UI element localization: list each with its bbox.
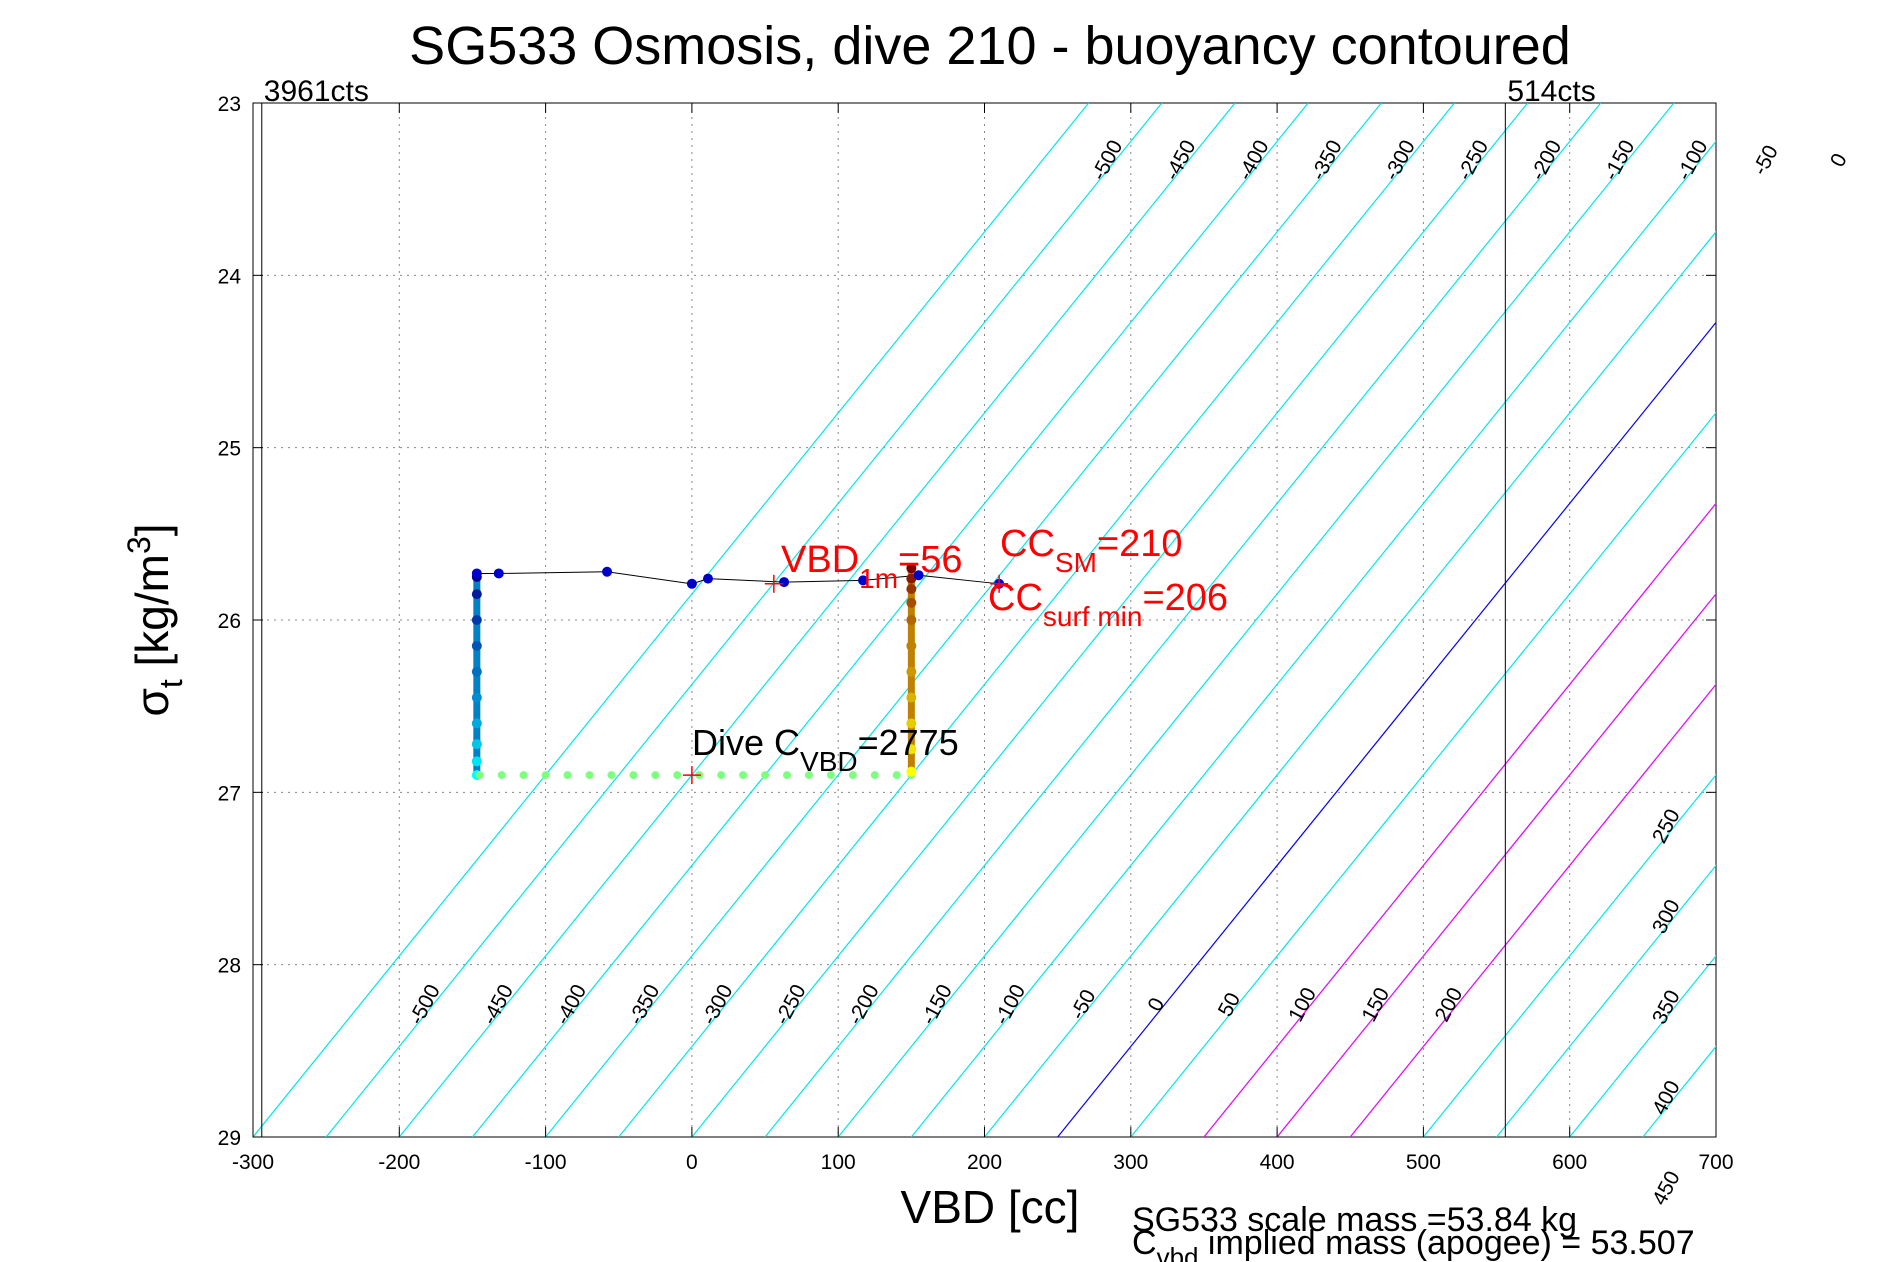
apogee-point [892, 771, 901, 780]
climb-point [906, 744, 917, 755]
apogee-point [782, 771, 791, 780]
y-tick-label: 27 [218, 782, 241, 805]
contour-line-cyan [325, 103, 1163, 1137]
chart-title: SG533 Osmosis, dive 210 - buoyancy conto… [409, 16, 1571, 76]
dive_down-point [471, 615, 482, 625]
dive-cvbd-annotation: Dive CVBD=2775 [692, 722, 959, 777]
x-tick-label: 600 [1552, 1151, 1587, 1174]
x-tick-label: 100 [821, 1151, 856, 1174]
apogee-point [497, 771, 506, 780]
dive_down-point [471, 756, 482, 767]
y-tick-label: 23 [218, 93, 241, 116]
climb-point [906, 563, 917, 574]
contour-line-blue [1057, 321, 1716, 1137]
y-tick-label: 29 [218, 1127, 241, 1150]
contour-line-cyan [398, 103, 1236, 1137]
count-label: 514cts [1507, 75, 1595, 108]
surface-point [602, 566, 613, 577]
apogee-point [475, 771, 484, 780]
contour-line-cyan [471, 103, 1309, 1137]
apogee-point [563, 771, 572, 780]
y-tick-label: 24 [218, 265, 242, 288]
climb-point [906, 718, 917, 729]
dive_down-point [471, 692, 482, 703]
point-markers [682, 574, 1009, 785]
contour-line-cyan [545, 103, 1382, 1137]
contour-line-cyan [1496, 864, 1716, 1137]
x-tick-label: -300 [232, 1151, 274, 1174]
apogee-point [629, 771, 638, 780]
x-tick-label: -200 [378, 1151, 420, 1174]
apogee-point [739, 771, 748, 780]
surface-point [686, 578, 697, 589]
cc-surf-min-annotation: CCsurf min=206 [988, 577, 1228, 632]
contour-line-cyan [984, 230, 1716, 1137]
apogee-point [804, 771, 813, 780]
x-tick-label: 300 [1113, 1151, 1148, 1174]
x-tick-label: 400 [1260, 1151, 1295, 1174]
contour-line-cyan [1130, 411, 1716, 1137]
y-tick-label: 26 [218, 610, 241, 633]
y-axis-label: σt [kg/m3] [121, 523, 189, 716]
grid-lines [253, 103, 1716, 1137]
vbd-1m-annotation: VBD1m=56 [781, 539, 963, 594]
surface-point [913, 570, 924, 581]
apogee-point [607, 771, 616, 780]
climb-point [906, 766, 917, 777]
x-axis-ticks: -300 -200 -100 0 100 200 300 400 500 600 700 [232, 103, 1734, 1174]
contour-line-cyan [253, 103, 1090, 1137]
apogee-point [541, 771, 550, 780]
x-axis-label: VBD [cc] [901, 1181, 1080, 1233]
cc-sm-annotation: CCSM=210 [1000, 523, 1182, 578]
climb-point [906, 640, 917, 651]
contour-line-cyan [1422, 774, 1716, 1137]
apogee-point [717, 771, 726, 780]
x-tick-label: 200 [967, 1151, 1002, 1174]
x-tick-label: 0 [686, 1151, 698, 1174]
surface-point [702, 573, 713, 584]
dive-traces [471, 563, 1005, 781]
y-tick-label: 25 [218, 438, 241, 461]
surface-point [779, 577, 790, 588]
dive_down-point [471, 739, 482, 750]
surface-point [493, 568, 504, 579]
dive_down-point [471, 718, 482, 729]
apogee-point [585, 771, 594, 780]
dive_down-point [471, 640, 482, 651]
dive_down-point [471, 666, 482, 677]
contour-line-magenta [1276, 592, 1716, 1137]
y-tick-label: 28 [218, 955, 241, 978]
climb-point [906, 597, 917, 608]
x-tick-label: -100 [525, 1151, 567, 1174]
contour-line-magenta [1349, 683, 1716, 1137]
count-label: 3961cts [264, 75, 369, 108]
x-tick-label: 500 [1406, 1151, 1441, 1174]
contour-line-cyan [764, 103, 1602, 1137]
contour-line-cyan [910, 140, 1716, 1137]
climb-point [906, 583, 917, 594]
apogee-point [761, 771, 770, 780]
apogee-point [519, 771, 528, 780]
dive_down-point [471, 589, 482, 600]
climb-point [906, 615, 917, 625]
apogee-point [673, 771, 682, 780]
climb-point [906, 666, 917, 677]
surface-point [471, 568, 482, 579]
contour-line-cyan [618, 103, 1455, 1137]
buoyancy-contours [253, 103, 1716, 1137]
contour-line-cyan [837, 103, 1675, 1137]
apogee-point [848, 771, 857, 780]
apogee-point [651, 771, 660, 780]
apogee-point [826, 771, 835, 780]
scale-mass-footer: SG533 scale mass =53.84 kg [1132, 1201, 1577, 1239]
climb-point [906, 692, 917, 703]
surface-point [858, 575, 869, 586]
y-axis-ticks: 23 24 25 26 27 28 29 [218, 93, 1716, 1150]
apogee-point [870, 771, 879, 780]
implied-mass-footer: Cvbd implied mass (apogee) = 53.507 [1132, 1224, 1695, 1262]
x-tick-label: 700 [1698, 1151, 1733, 1174]
contour-line-magenta [1203, 502, 1716, 1137]
contour-line-cyan [691, 103, 1529, 1137]
